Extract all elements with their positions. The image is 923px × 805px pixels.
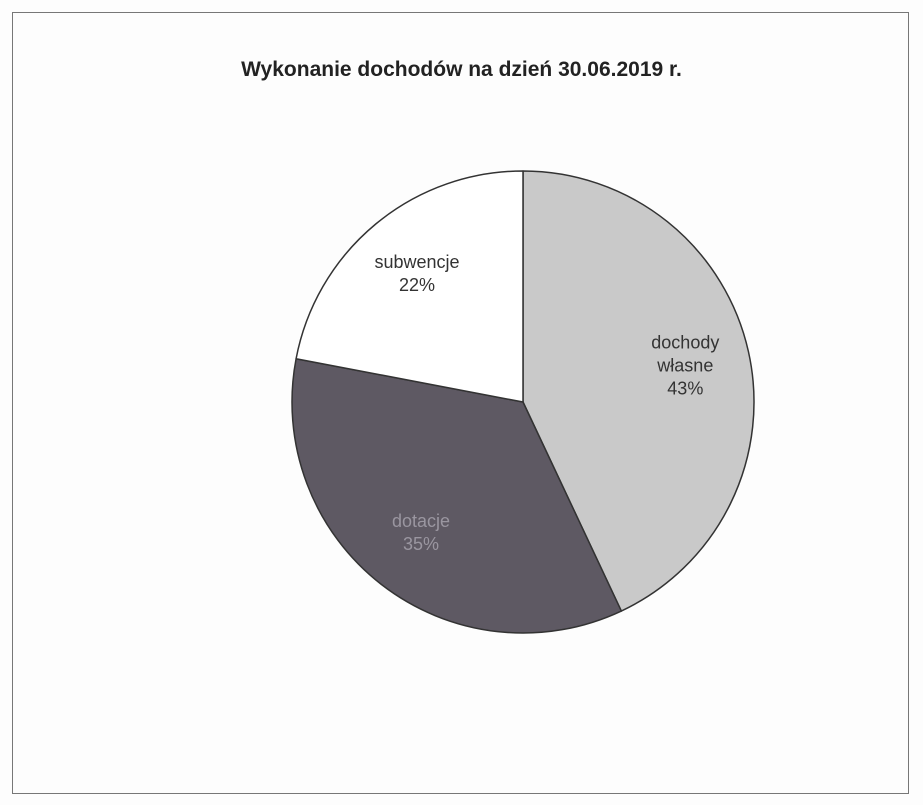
slice-value-label: 22% xyxy=(398,274,435,295)
slice-category: dotacje xyxy=(392,511,451,532)
slice-category: subwencje xyxy=(374,251,460,272)
slice-label: subwencje 22% xyxy=(365,251,469,297)
pie-slice xyxy=(291,357,623,634)
slice-category: dochody własne xyxy=(651,332,720,376)
slice-label: dotacje 35% xyxy=(369,510,473,556)
slice-value-label: 43% xyxy=(667,378,704,399)
slice-label: dochody własne 43% xyxy=(633,331,737,400)
slice-value-label: 35% xyxy=(403,534,440,555)
chart-frame xyxy=(12,12,909,794)
pie-slice xyxy=(522,170,755,612)
pie-slice xyxy=(295,170,524,403)
chart-title: Wykonanie dochodów na dzień 30.06.2019 r… xyxy=(241,58,682,81)
